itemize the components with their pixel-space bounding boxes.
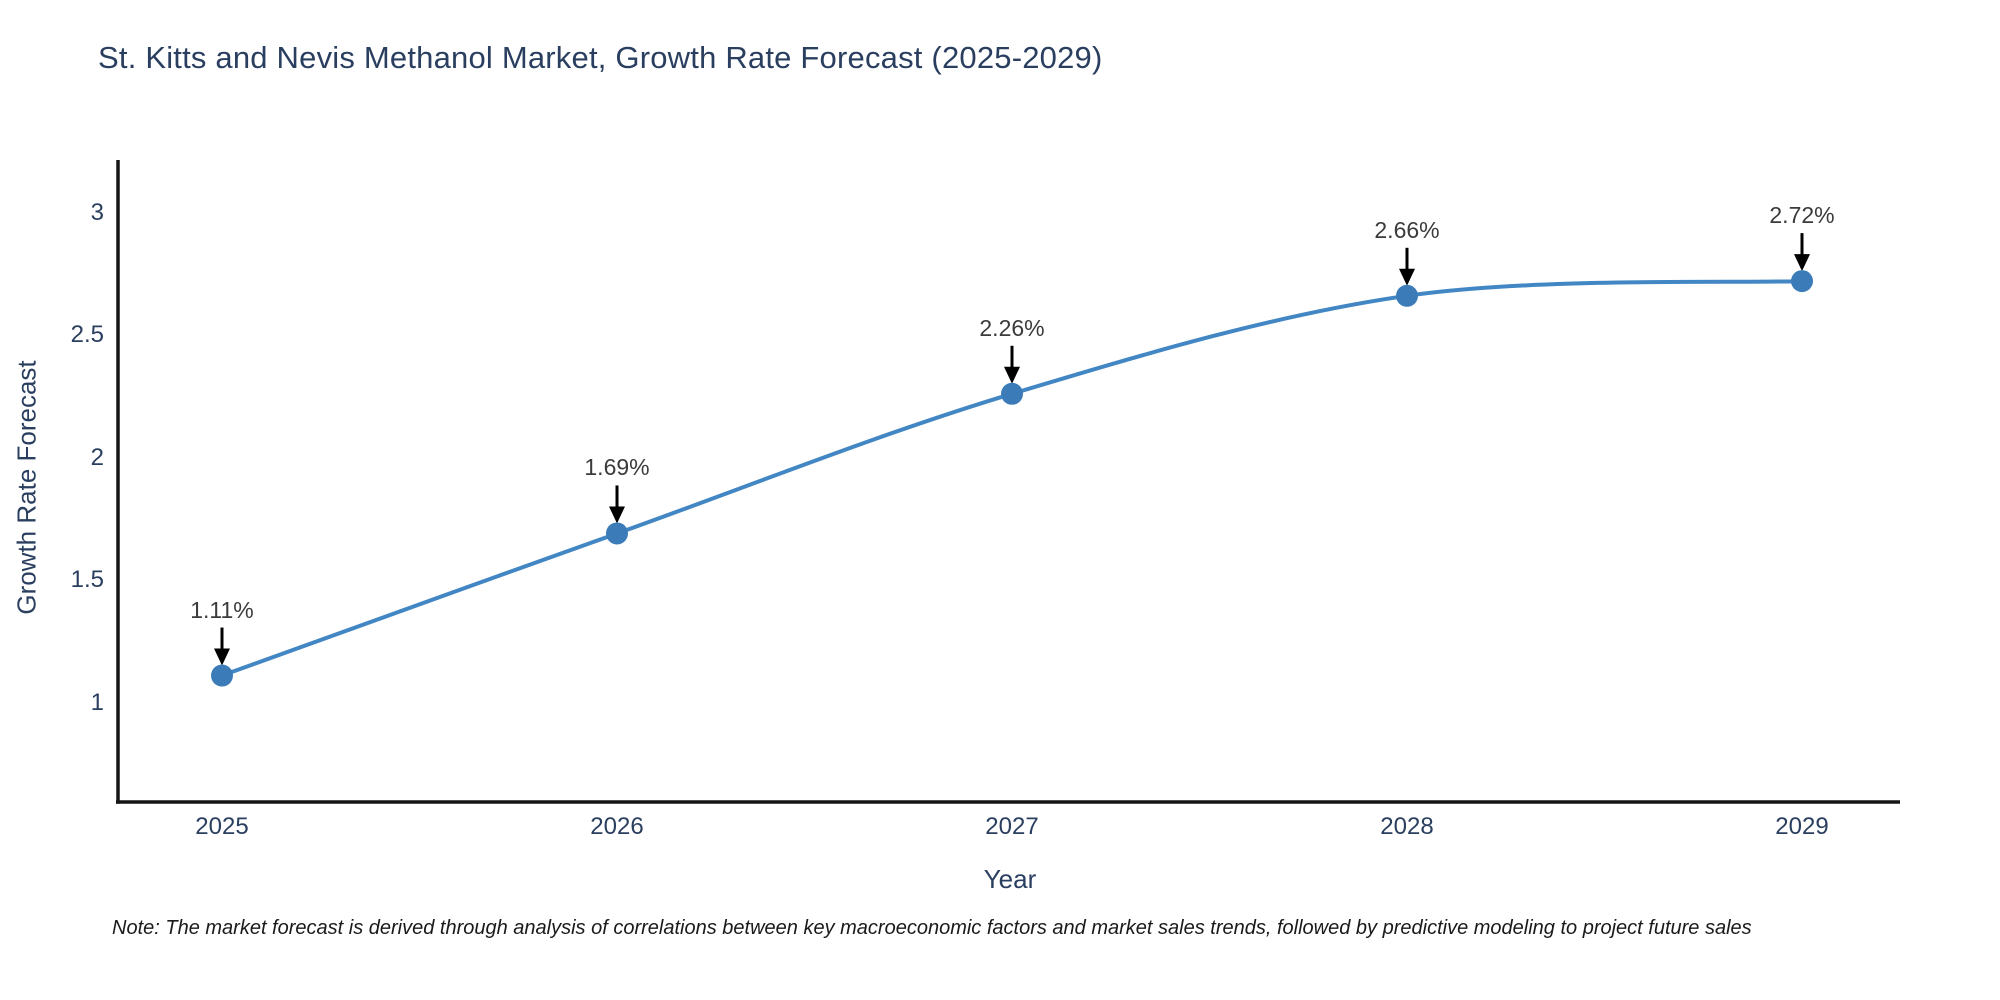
footnote: Note: The market forecast is derived thr… [112, 917, 1752, 939]
data-point-marker[interactable] [606, 522, 628, 545]
annotation-arrowhead-icon [1794, 254, 1810, 272]
data-point-label: 2.66% [1374, 216, 1440, 243]
x-tick-label: 2025 [195, 813, 249, 840]
x-tick-label: 2029 [1775, 813, 1829, 840]
x-tick-label: 2026 [590, 813, 644, 840]
data-point-label: 1.11% [190, 596, 254, 623]
x-tick-label: 2027 [985, 813, 1039, 840]
x-axis-title: Year [983, 864, 1037, 894]
data-point-marker[interactable] [1396, 284, 1418, 307]
data-point-marker[interactable] [211, 664, 233, 687]
data-point-label: 2.26% [979, 314, 1045, 341]
y-tick-label: 1.5 [70, 566, 104, 593]
annotation-arrowhead-icon [1399, 268, 1415, 286]
annotation-arrowhead-icon [609, 506, 625, 524]
annotation-arrowhead-icon [214, 648, 230, 666]
y-tick-label: 3 [90, 198, 104, 226]
data-point-label: 1.69% [584, 454, 650, 481]
x-tick-label: 2028 [1380, 813, 1434, 840]
y-tick-label: 1 [90, 688, 104, 716]
annotation-arrowhead-icon [1004, 366, 1020, 384]
chart-title: St. Kitts and Nevis Methanol Market, Gro… [98, 40, 1103, 75]
y-tick-label: 2.5 [70, 321, 104, 348]
data-point-label: 2.72% [1769, 202, 1835, 229]
data-point-marker[interactable] [1791, 270, 1813, 293]
data-point-marker[interactable] [1001, 382, 1023, 405]
y-tick-label: 2 [90, 443, 104, 471]
